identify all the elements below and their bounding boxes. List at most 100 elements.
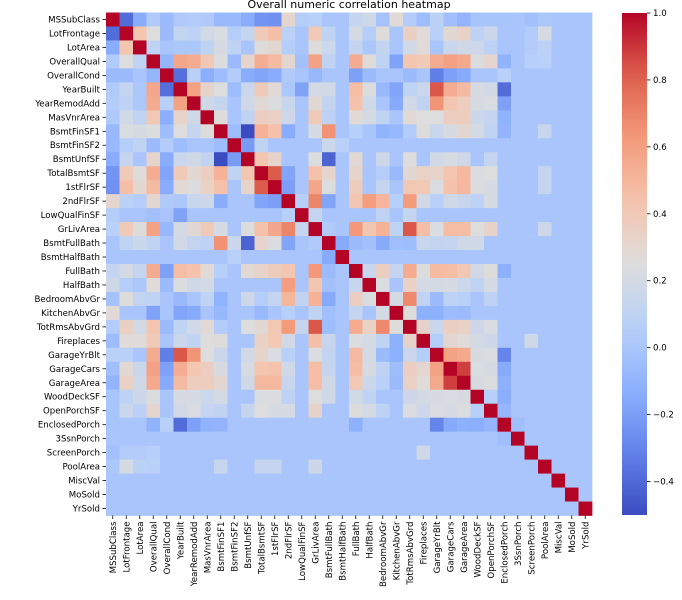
heatmap-cell bbox=[457, 361, 471, 377]
heatmap-cell bbox=[160, 124, 174, 139]
y-tick-label: EnclosedPorch bbox=[38, 421, 100, 431]
heatmap-cell bbox=[173, 305, 188, 321]
heatmap-cell bbox=[146, 124, 161, 139]
heatmap-cell bbox=[457, 459, 471, 474]
heatmap-cell bbox=[362, 417, 377, 433]
heatmap-cell bbox=[160, 291, 174, 307]
heatmap-cell bbox=[457, 375, 471, 391]
heatmap-cell bbox=[295, 138, 309, 153]
heatmap-cell bbox=[565, 96, 579, 111]
heatmap-cell bbox=[443, 26, 458, 41]
heatmap-cell bbox=[376, 277, 390, 293]
heatmap-cell bbox=[106, 375, 120, 391]
heatmap-cell bbox=[227, 291, 242, 307]
heatmap-cell bbox=[551, 473, 566, 488]
heatmap-cell bbox=[538, 389, 552, 405]
heatmap-cell bbox=[308, 54, 323, 69]
heatmap-cell bbox=[430, 222, 444, 237]
heatmap-cell bbox=[187, 264, 201, 279]
heatmap-cell bbox=[538, 68, 552, 83]
heatmap-cell bbox=[349, 473, 363, 488]
heatmap-cell bbox=[106, 501, 120, 516]
heatmap-cell bbox=[308, 473, 323, 488]
heatmap-cell bbox=[241, 250, 255, 265]
heatmap-cell bbox=[241, 361, 255, 377]
heatmap-cell bbox=[322, 68, 336, 83]
heatmap-cell bbox=[200, 152, 215, 167]
heatmap-cell bbox=[241, 110, 255, 125]
heatmap-cell bbox=[430, 96, 444, 111]
heatmap-cell bbox=[376, 459, 390, 474]
heatmap-cell bbox=[349, 291, 363, 307]
heatmap-cell bbox=[389, 417, 404, 433]
heatmap-cell bbox=[578, 487, 593, 502]
heatmap-cell bbox=[200, 250, 215, 265]
heatmap-cell bbox=[119, 138, 134, 153]
heatmap-cell bbox=[551, 389, 566, 405]
heatmap-cell bbox=[214, 277, 228, 293]
heatmap-cell bbox=[268, 124, 282, 139]
heatmap-cell bbox=[295, 264, 309, 279]
heatmap-cell bbox=[268, 305, 282, 321]
heatmap-cell bbox=[430, 264, 444, 279]
heatmap-cell bbox=[470, 361, 485, 377]
heatmap-cell bbox=[268, 347, 282, 363]
heatmap-cell bbox=[254, 12, 269, 27]
heatmap-cell bbox=[362, 222, 377, 237]
heatmap-cell bbox=[241, 291, 255, 307]
heatmap-cell bbox=[389, 68, 404, 83]
heatmap-cell bbox=[362, 96, 377, 111]
heatmap-cell bbox=[551, 459, 566, 474]
heatmap-cell bbox=[160, 194, 174, 209]
heatmap-cell bbox=[335, 431, 350, 446]
heatmap-cell bbox=[335, 375, 350, 391]
y-tick-label: BedroomAbvGr bbox=[35, 295, 101, 305]
heatmap-cell bbox=[106, 459, 120, 474]
heatmap-cell bbox=[457, 166, 471, 181]
y-tick-label: KitchenAbvGr bbox=[41, 309, 100, 319]
heatmap-cell bbox=[403, 501, 417, 516]
heatmap-cell bbox=[119, 501, 134, 516]
heatmap-cell bbox=[322, 12, 336, 27]
heatmap-cell bbox=[524, 138, 539, 153]
heatmap-cell bbox=[295, 431, 309, 446]
y-tick-label: MSSubClass bbox=[48, 15, 100, 25]
heatmap-cell bbox=[173, 222, 188, 237]
heatmap-cell bbox=[133, 445, 147, 460]
heatmap-cell bbox=[565, 166, 579, 181]
heatmap-cell bbox=[578, 375, 593, 391]
y-tick-label: OpenPorchSF bbox=[43, 407, 100, 417]
heatmap-cell bbox=[551, 166, 566, 181]
heatmap-cell bbox=[322, 180, 336, 195]
heatmap-cell bbox=[173, 12, 188, 27]
heatmap-cell bbox=[443, 501, 458, 516]
heatmap-cell bbox=[389, 138, 404, 153]
heatmap-cell bbox=[106, 361, 120, 377]
heatmap-cell bbox=[200, 110, 215, 125]
heatmap-cell bbox=[457, 180, 471, 195]
heatmap-cell bbox=[349, 403, 363, 419]
x-tick-label: OpenPorchSF bbox=[487, 521, 497, 578]
heatmap-cell bbox=[308, 431, 323, 446]
heatmap-cell bbox=[470, 487, 485, 502]
heatmap-cell bbox=[484, 361, 498, 377]
heatmap-cell bbox=[349, 375, 363, 391]
heatmap-cell bbox=[281, 236, 296, 251]
heatmap-cell bbox=[470, 417, 485, 433]
heatmap-cell bbox=[254, 417, 269, 433]
heatmap-cell bbox=[484, 389, 498, 405]
heatmap-cell bbox=[389, 361, 404, 377]
heatmap-cell bbox=[187, 305, 201, 321]
heatmap-cell bbox=[295, 96, 309, 111]
heatmap-cell bbox=[106, 40, 120, 55]
heatmap-cell bbox=[349, 68, 363, 83]
heatmap-cell bbox=[187, 333, 201, 349]
heatmap-cell bbox=[119, 96, 134, 111]
heatmap-cell bbox=[146, 166, 161, 181]
heatmap-cell bbox=[376, 236, 390, 251]
heatmap-cell bbox=[295, 459, 309, 474]
heatmap-cell bbox=[106, 347, 120, 363]
heatmap-cell bbox=[173, 166, 188, 181]
heatmap-cell bbox=[578, 291, 593, 307]
heatmap-cell bbox=[511, 403, 525, 419]
